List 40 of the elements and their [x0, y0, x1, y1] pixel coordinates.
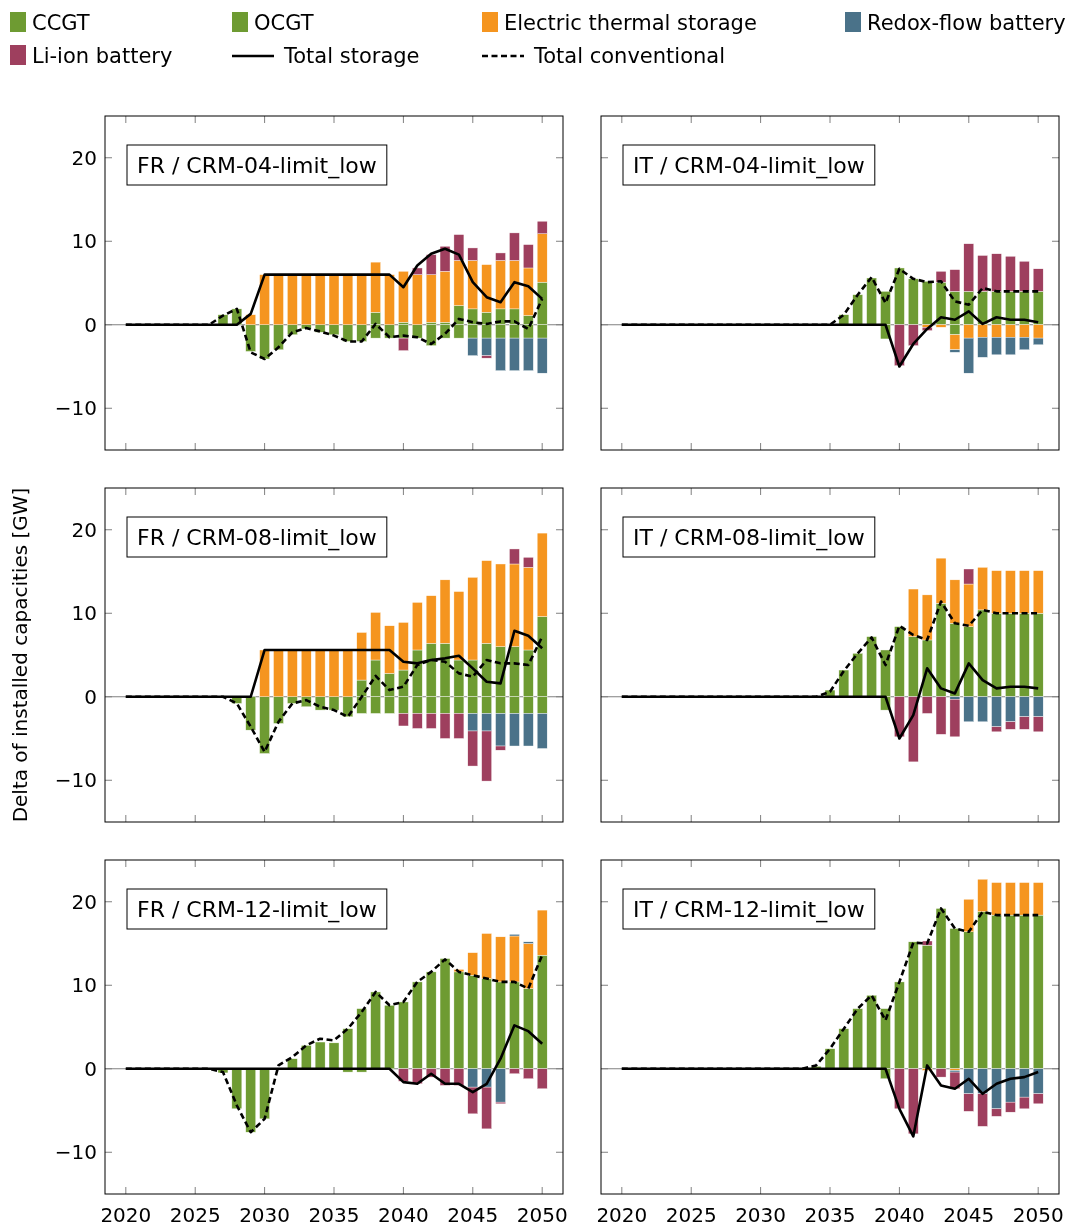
y-tick-label: 10: [71, 229, 97, 254]
x-tick-label: 2045: [447, 1203, 499, 1225]
x-tick-label: 2030: [239, 1203, 291, 1225]
x-tick-label: 2040: [377, 1203, 429, 1225]
y-tick-label: 20: [71, 145, 97, 170]
y-tick-label: 10: [71, 973, 97, 998]
y-tick-label: 0: [84, 312, 97, 337]
y-tick-label: −10: [54, 1140, 97, 1165]
x-tick-label: 2020: [596, 1203, 648, 1225]
text: IT / CRM-12-limit_low: [633, 897, 865, 923]
text: IT / CRM-08-limit_low: [633, 525, 865, 551]
x-tick-label: 2020: [100, 1203, 152, 1225]
y-tick-label: −10: [54, 396, 97, 421]
x-tick-label: 2035: [308, 1203, 360, 1225]
y-tick-label: 0: [84, 684, 97, 709]
legend-label: Total conventional: [533, 44, 726, 68]
x-tick-label: 2025: [665, 1203, 717, 1225]
y-tick-label: 0: [84, 1056, 97, 1081]
legend-label: Electric thermal storage: [504, 11, 757, 35]
text: FR / CRM-04-limit_low: [137, 153, 377, 179]
y-tick-label: 20: [71, 889, 97, 914]
text: FR / CRM-08-limit_low: [137, 525, 377, 551]
y-tick-label: 10: [71, 601, 97, 626]
legend-label: Redox-flow battery: [867, 11, 1066, 35]
y-tick-label: 20: [71, 517, 97, 542]
x-tick-label: 2040: [873, 1203, 925, 1225]
legend-label: OCGT: [254, 11, 314, 35]
text: IT / CRM-04-limit_low: [633, 153, 865, 179]
x-tick-label: 2030: [735, 1203, 787, 1225]
y-axis-title: Delta of installed capacities [GW]: [8, 487, 32, 823]
x-tick-label: 2025: [169, 1203, 221, 1225]
legend-label: Li-ion battery: [32, 44, 173, 68]
text: FR / CRM-12-limit_low: [137, 897, 377, 923]
y-tick-label: −10: [54, 768, 97, 793]
legend-label: Total storage: [283, 44, 420, 68]
x-tick-label: 2050: [516, 1203, 568, 1225]
x-tick-label: 2045: [943, 1203, 995, 1225]
x-tick-label: 2050: [1012, 1203, 1064, 1225]
legend-label: CCGT: [32, 11, 90, 35]
x-tick-label: 2035: [804, 1203, 856, 1225]
